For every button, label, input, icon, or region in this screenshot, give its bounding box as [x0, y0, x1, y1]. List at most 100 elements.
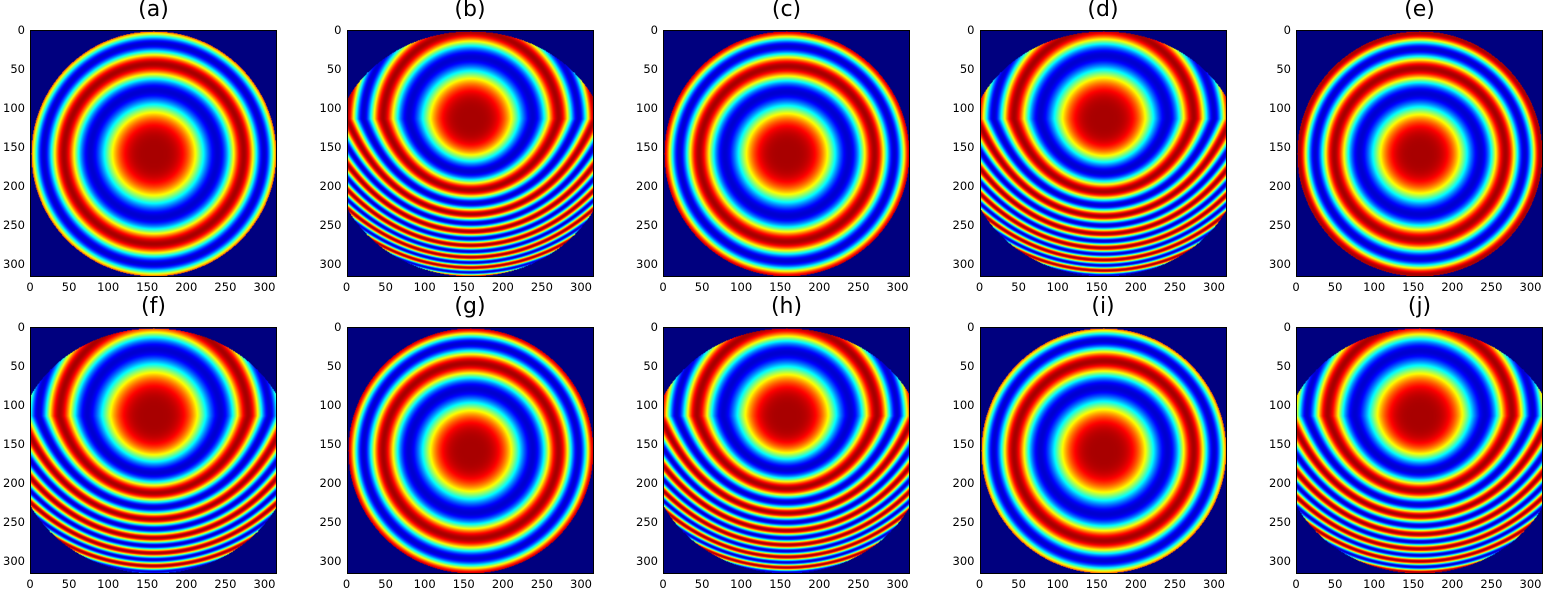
- y-tick-label: 250: [319, 515, 342, 530]
- y-tick-label: 150: [636, 437, 658, 452]
- x-tick-label: 200: [808, 280, 831, 294]
- y-tick-label: 150: [319, 437, 342, 452]
- y-tick-label: 200: [952, 476, 975, 491]
- interferogram-image: [1296, 327, 1543, 574]
- x-tick-label: 50: [1327, 280, 1343, 294]
- y-tick-label: 200: [952, 179, 975, 194]
- y-tick-label: 50: [959, 359, 975, 374]
- y-tick-label: 0: [1283, 320, 1291, 334]
- x-tick-label: 200: [1124, 280, 1147, 294]
- x-tick-label: 100: [1363, 280, 1386, 294]
- subplot-title: (g): [454, 294, 486, 319]
- y-tick-label: 300: [636, 257, 658, 272]
- x-tick-label: 250: [530, 577, 553, 591]
- x-tick-label: 100: [730, 577, 753, 591]
- y-tick-label: 0: [334, 320, 342, 334]
- subplot-title: (i): [1091, 294, 1115, 319]
- x-tick-label: 150: [136, 577, 159, 591]
- y-tick-label: 50: [1276, 359, 1291, 374]
- subplot-title: (j): [1407, 294, 1432, 319]
- x-tick-label: 50: [61, 280, 77, 294]
- subplot-title: (a): [138, 0, 169, 22]
- y-tick-label: 0: [650, 320, 658, 334]
- fringe-pattern: [1297, 31, 1542, 276]
- x-tick-label: 300: [253, 577, 276, 591]
- x-tick-label: 300: [1519, 280, 1542, 294]
- y-tick-label: 150: [952, 437, 975, 452]
- subplot-title: (b): [454, 0, 486, 22]
- x-tick-label: 250: [847, 577, 870, 591]
- interferogram-image: [979, 30, 1227, 277]
- x-tick-label: 50: [1327, 577, 1343, 591]
- subplot-panel: (c) 0 50 100 150 200 250 300 0 50 100 150 200 250 300: [636, 0, 910, 294]
- x-tick-label: 0: [659, 577, 667, 591]
- y-tick-label: 0: [650, 23, 658, 37]
- x-tick-label: 300: [253, 280, 276, 294]
- y-tick-label: 100: [3, 398, 25, 413]
- x-tick-label: 100: [97, 280, 120, 294]
- x-tick-label: 200: [1124, 577, 1147, 591]
- x-tick-label: 250: [1480, 577, 1503, 591]
- x-tick-label: 0: [1292, 280, 1300, 294]
- subplot-panel: (j) 0 50 100 150 200 250 300 0 50 100 150 200 250 300: [1269, 294, 1543, 591]
- y-tick-label: 250: [952, 218, 975, 233]
- fringe-pattern: [31, 328, 276, 573]
- y-tick-label: 300: [3, 554, 25, 569]
- y-tick-label: 300: [952, 257, 975, 272]
- x-tick-label: 100: [97, 577, 120, 591]
- subplot-title: (h): [770, 294, 803, 319]
- y-tick-label: 150: [952, 140, 975, 155]
- x-tick-label: 100: [413, 577, 436, 591]
- y-tick-label: 300: [1269, 257, 1291, 272]
- y-tick-label: 250: [1269, 515, 1291, 530]
- y-tick-label: 300: [319, 257, 342, 272]
- y-tick-label: 200: [319, 179, 342, 194]
- interferogram-image: [979, 327, 1227, 574]
- interferogram-image: [30, 327, 277, 574]
- y-tick-label: 250: [952, 515, 975, 530]
- fringe-pattern: [980, 31, 1226, 276]
- interferogram-image: [346, 327, 594, 574]
- y-tick-label: 100: [3, 101, 25, 116]
- y-tick-label: 300: [636, 554, 658, 569]
- x-tick-label: 100: [1046, 280, 1069, 294]
- y-tick-label: 200: [636, 179, 658, 194]
- x-tick-label: 300: [1519, 577, 1542, 591]
- fringe-pattern: [664, 328, 909, 573]
- subplot-panel: (a) 0 50 100 150 200 250 300 0 50 100 150 200 250 300: [3, 0, 277, 294]
- x-tick-label: 50: [378, 577, 393, 591]
- x-tick-label: 200: [808, 577, 831, 591]
- y-tick-label: 100: [952, 398, 975, 413]
- y-tick-label: 250: [636, 218, 658, 233]
- x-tick-label: 150: [1402, 280, 1425, 294]
- y-tick-label: 0: [967, 320, 975, 334]
- y-tick-label: 50: [326, 62, 342, 77]
- y-tick-label: 200: [1269, 476, 1291, 491]
- x-tick-label: 300: [570, 280, 592, 294]
- x-tick-label: 150: [1085, 577, 1108, 591]
- y-tick-label: 50: [1276, 62, 1291, 77]
- y-tick-label: 50: [959, 62, 975, 77]
- y-tick-label: 300: [319, 554, 342, 569]
- y-tick-label: 200: [3, 179, 25, 194]
- y-tick-label: 50: [10, 359, 25, 374]
- fringe-pattern: [347, 31, 593, 276]
- y-tick-label: 250: [1269, 218, 1291, 233]
- x-tick-label: 300: [1203, 280, 1225, 294]
- subplot-panel: (b) 0 50 100 150 200 250 300 0 50 100 150 200 250 300: [320, 0, 594, 294]
- y-tick-label: 0: [334, 23, 342, 37]
- y-tick-label: 100: [636, 398, 658, 413]
- y-tick-label: 100: [319, 398, 342, 413]
- x-tick-label: 50: [61, 577, 77, 591]
- y-tick-label: 150: [319, 140, 342, 155]
- y-tick-label: 150: [3, 140, 25, 155]
- y-tick-label: 250: [3, 218, 25, 233]
- x-tick-label: 200: [491, 280, 514, 294]
- x-tick-label: 50: [378, 280, 393, 294]
- x-tick-label: 300: [1203, 577, 1225, 591]
- interferogram-image: [346, 30, 594, 277]
- y-tick-label: 0: [17, 320, 25, 334]
- subplot-title: (f): [141, 294, 166, 319]
- interferogram-image: [30, 30, 277, 277]
- y-tick-label: 250: [319, 218, 342, 233]
